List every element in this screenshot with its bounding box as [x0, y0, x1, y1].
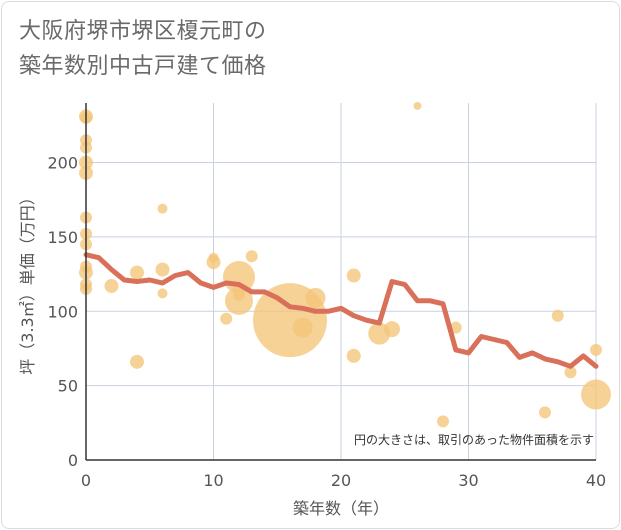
data-bubble: [104, 278, 119, 293]
trend-line: [83, 252, 599, 369]
bubble-size-note: 円の大きさは、取引のあった物件面積を示す: [354, 432, 594, 447]
x-tick-label: 0: [81, 471, 91, 490]
data-bubble: [346, 348, 361, 363]
data-bubble: [292, 317, 313, 338]
data-bubble: [157, 288, 168, 299]
x-axis-label: 築年数（年）: [293, 499, 389, 518]
y-tick-label: 200: [47, 154, 78, 173]
x-tick-label: 30: [458, 471, 478, 490]
data-bubble: [233, 288, 245, 301]
data-bubble: [245, 250, 258, 263]
data-bubble: [581, 379, 611, 410]
data-bubble: [564, 366, 577, 379]
x-tick-label: 40: [586, 471, 606, 490]
chart-title-line-2: 築年数別中古戸建て価格: [19, 54, 267, 79]
data-bubble: [551, 309, 564, 322]
data-bubble: [590, 343, 602, 356]
data-bubble: [220, 312, 233, 325]
data-bubble: [130, 265, 144, 280]
data-bubble: [539, 406, 551, 419]
chart-title: 大阪府堺市堺区榎元町の 築年数別中古戸建て価格: [19, 14, 267, 84]
y-tick-label: 150: [47, 228, 78, 247]
y-tick-label: 0: [68, 451, 78, 470]
data-bubble: [157, 203, 168, 214]
data-bubble: [130, 354, 144, 369]
x-tick-label: 20: [331, 471, 351, 490]
data-bubble: [155, 262, 170, 277]
data-bubble: [384, 321, 400, 338]
x-tick-label: 10: [203, 471, 223, 490]
y-axis-label: 坪（3.3㎡）単価（万円）: [18, 189, 37, 374]
data-bubble: [346, 268, 361, 283]
data-bubble: [206, 255, 221, 270]
tick-labels: 0 10 20 30 40 0 50 100 150 200: [47, 154, 606, 491]
data-bubble: [413, 101, 422, 110]
data-bubble: [437, 415, 449, 428]
axes: [85, 103, 596, 461]
chart-title-line-1: 大阪府堺市堺区榎元町の: [19, 19, 267, 44]
data-bubble: [305, 287, 326, 308]
y-tick-label: 100: [47, 302, 78, 321]
bubble-series: [79, 101, 611, 428]
y-tick-label: 50: [58, 377, 78, 396]
